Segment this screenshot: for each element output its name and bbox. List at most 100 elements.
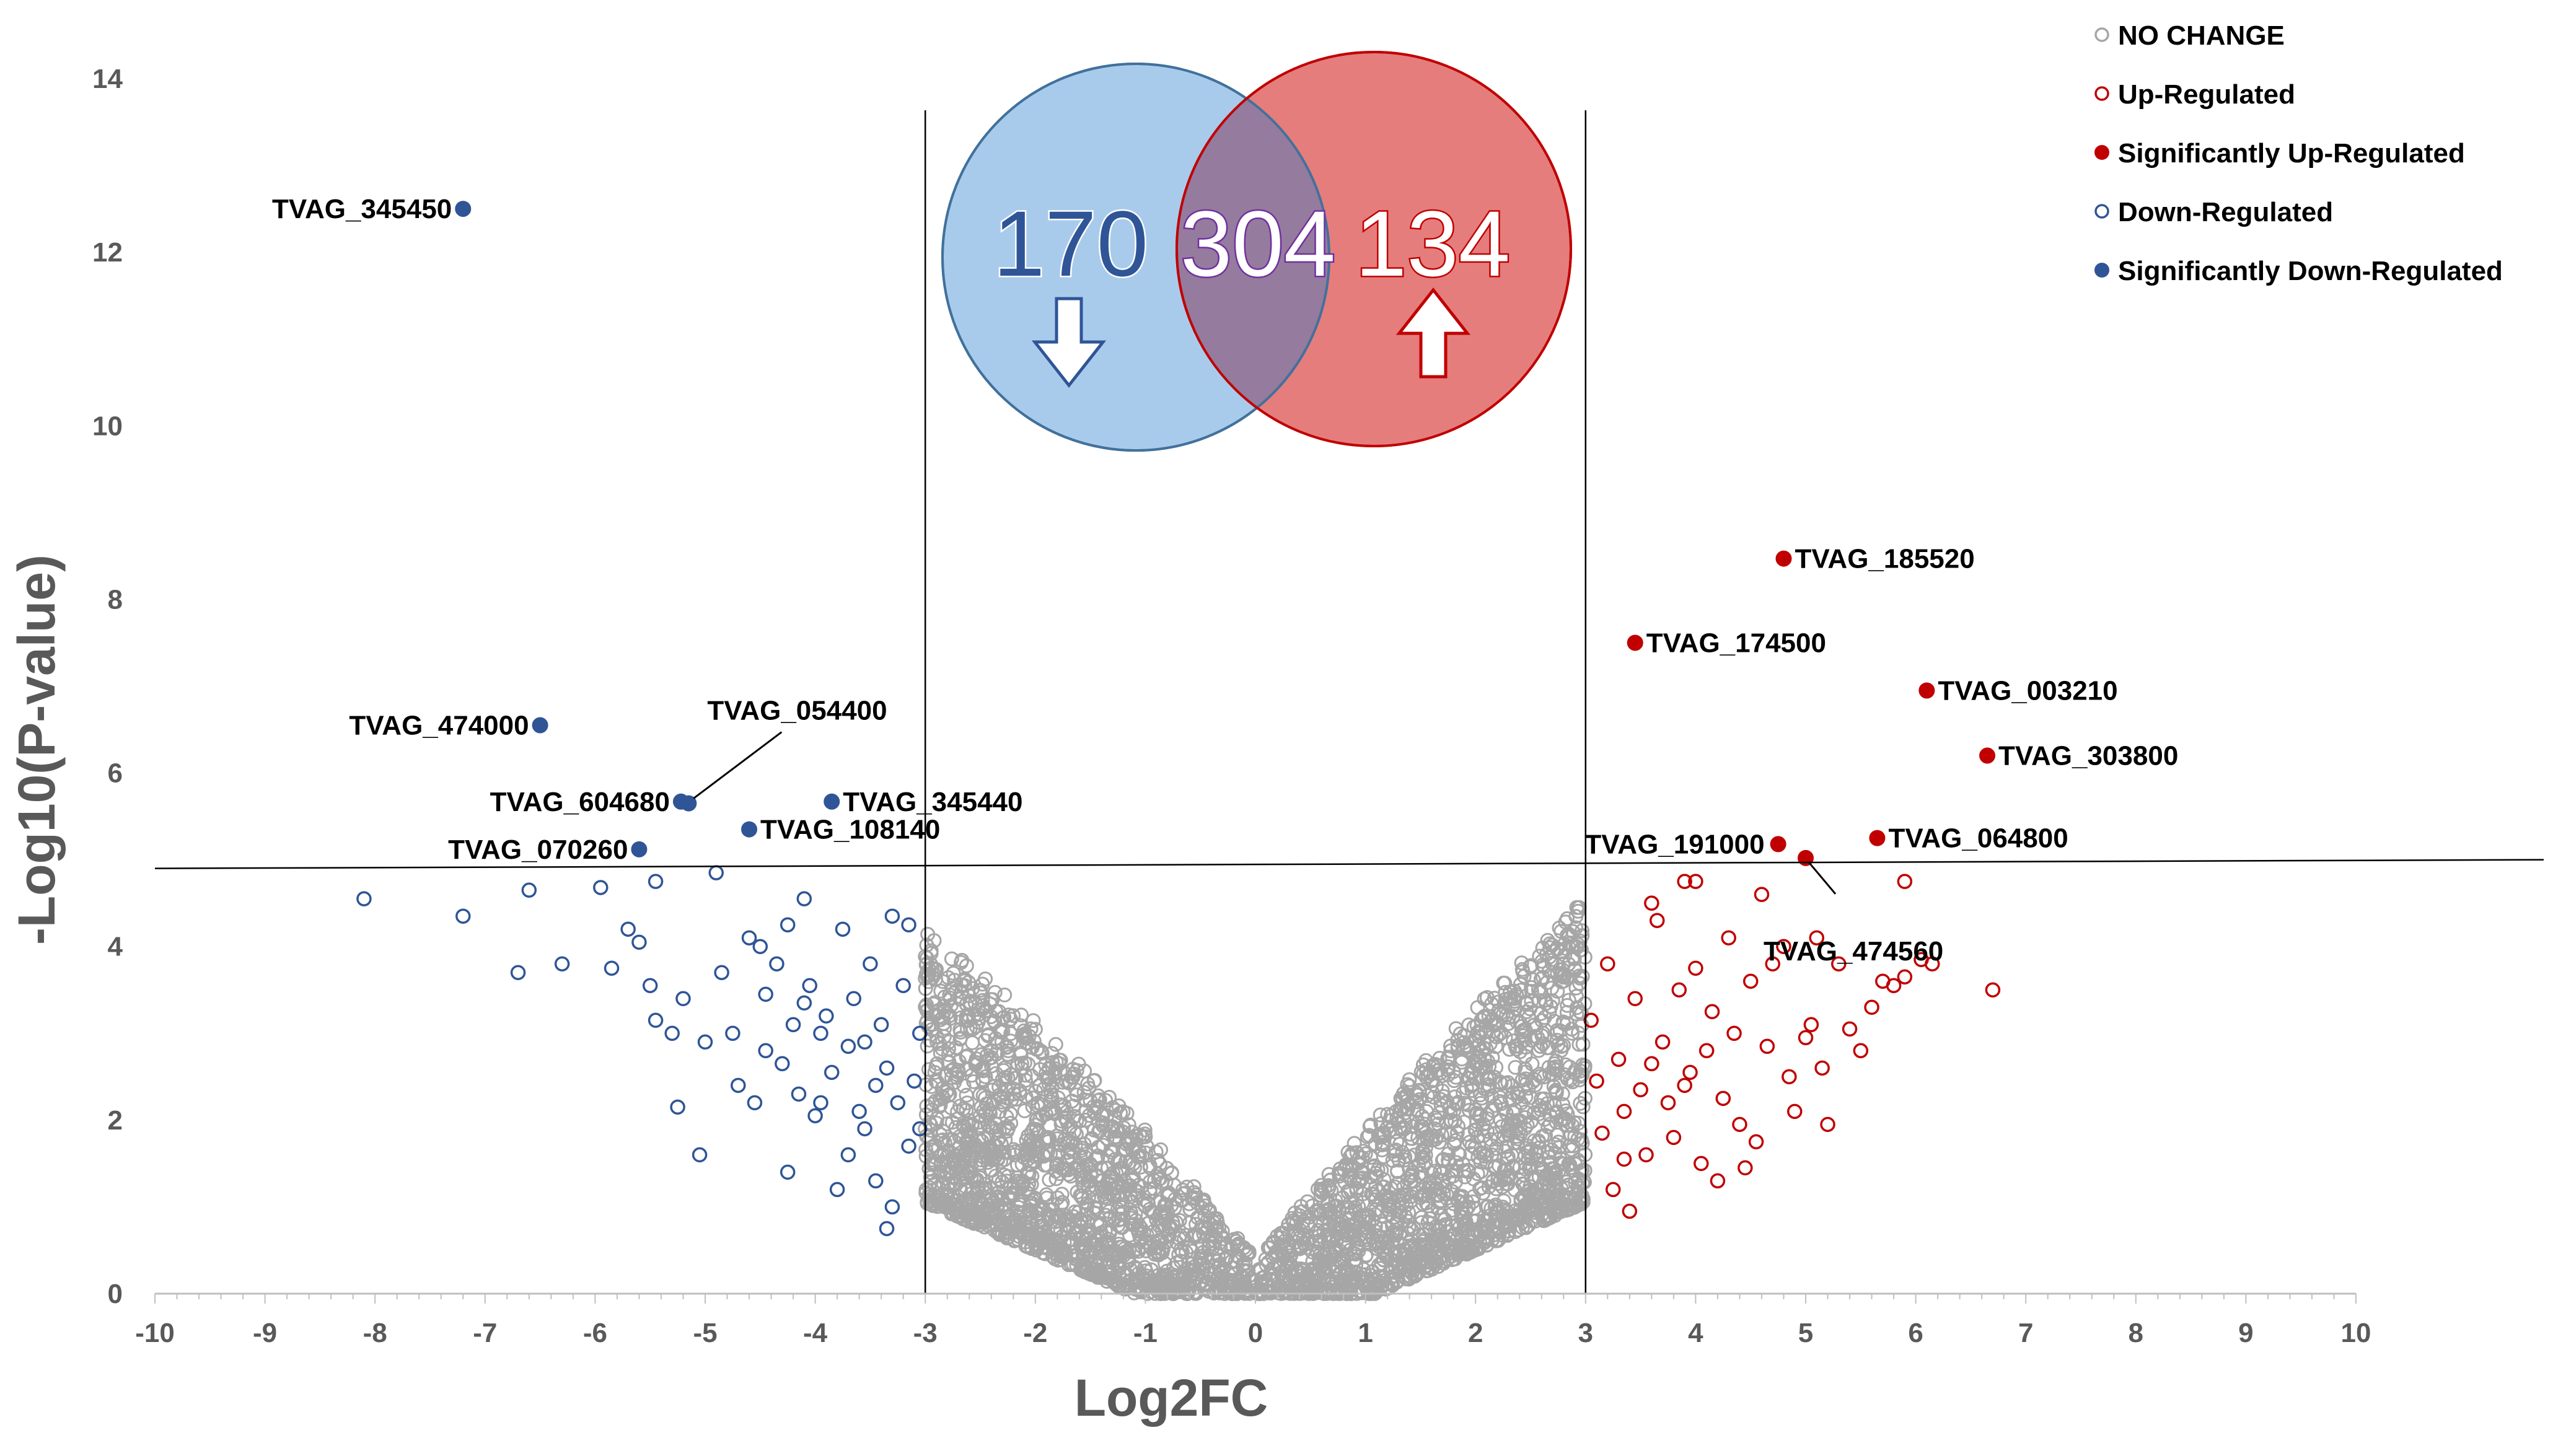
no-change-point (1470, 1240, 1486, 1256)
up-point (1600, 956, 1615, 971)
up-point (1748, 1134, 1764, 1150)
no-change-point (1026, 1033, 1042, 1049)
no-change-point (1115, 1219, 1130, 1235)
no-change-point (939, 1084, 954, 1100)
no-change-point (1572, 970, 1588, 986)
no-change-point (1562, 1198, 1577, 1214)
x-tick-label: 9 (2238, 1318, 2253, 1348)
no-change-point (1138, 1193, 1153, 1208)
no-change-point (1389, 1134, 1405, 1149)
no-change-point (959, 958, 974, 973)
no-change-point (1523, 1090, 1539, 1105)
no-change-point (1433, 1097, 1449, 1113)
gene-label: TVAG_070260 (448, 835, 628, 865)
no-change-point (1518, 1110, 1533, 1125)
no-change-point (1501, 1128, 1517, 1143)
no-change-point (1138, 1272, 1153, 1287)
no-change-point (1432, 1051, 1448, 1066)
no-change-point (1378, 1281, 1394, 1297)
no-change-point (1109, 1123, 1124, 1139)
no-change-point (951, 1002, 965, 1017)
no-change-point (1474, 1219, 1490, 1234)
no-change-point (1108, 1132, 1123, 1147)
no-change-point (1501, 1224, 1516, 1239)
up-point (1616, 1151, 1632, 1167)
no-change-point (1534, 1028, 1550, 1043)
no-change-point (1364, 1271, 1380, 1287)
no-change-point (929, 1115, 944, 1131)
no-change-point (1387, 1179, 1403, 1195)
down-point (785, 1017, 801, 1033)
no-change-point (936, 1029, 952, 1045)
down-point (554, 956, 570, 971)
no-change-point (1549, 1085, 1564, 1101)
no-change-point (1382, 1196, 1397, 1211)
no-change-point (1537, 993, 1553, 1008)
no-change-point (1039, 1229, 1054, 1245)
leader-line (693, 731, 783, 799)
no-change-point (1179, 1227, 1194, 1243)
down-point (868, 1173, 884, 1189)
no-change-point (952, 1153, 967, 1169)
no-change-point (1138, 1263, 1154, 1279)
up-point (1798, 1030, 1814, 1046)
no-change-point (1380, 1107, 1395, 1122)
no-change-point (1084, 1132, 1099, 1147)
no-change-point (1161, 1229, 1177, 1244)
no-change-point (1012, 1086, 1027, 1102)
venn-overlap (1177, 64, 1329, 446)
no-change-point (1354, 1165, 1369, 1180)
no-change-point (1211, 1275, 1226, 1291)
no-change-point (1435, 1166, 1450, 1182)
no-change-point (1334, 1166, 1349, 1182)
up-point (1688, 960, 1703, 976)
down-point (741, 930, 757, 945)
no-change-point (1047, 1251, 1063, 1266)
up-point (1782, 1069, 1797, 1085)
down-point (670, 1099, 685, 1115)
no-change-point (1329, 1233, 1345, 1248)
no-change-point (1127, 1243, 1142, 1258)
no-change-point (1493, 1025, 1509, 1040)
legend-label: NO CHANGE (2118, 20, 2285, 51)
up-point (1786, 1103, 1803, 1120)
x-tick-label: 6 (1908, 1318, 1923, 1348)
no-change-point (1518, 1061, 1533, 1077)
no-change-point (1491, 1158, 1506, 1173)
no-change-point (1170, 1283, 1185, 1299)
no-change-point (948, 983, 964, 999)
no-change-point (921, 974, 936, 989)
no-change-point (939, 1164, 954, 1179)
no-change-point (1409, 1094, 1425, 1110)
no-change-point (1443, 1113, 1459, 1128)
no-change-point (1385, 1153, 1400, 1169)
down-point (593, 880, 609, 895)
no-change-point (1041, 1076, 1057, 1092)
no-change-point (1032, 1112, 1047, 1127)
no-change-point (1368, 1192, 1384, 1208)
no-change-point (926, 1138, 942, 1153)
no-change-point (1101, 1238, 1116, 1253)
down-point (731, 1077, 746, 1094)
venn-up-count: 134 (1355, 191, 1510, 296)
gene-label: TVAG_054400 (707, 696, 887, 726)
no-change-point (1488, 1204, 1503, 1220)
venn-down-outline (941, 63, 1330, 452)
no-change-point (1265, 1284, 1280, 1299)
up-point (1985, 982, 2001, 998)
no-change-point (1293, 1223, 1308, 1239)
no-change-point (1386, 1199, 1402, 1214)
no-change-point (1138, 1145, 1153, 1160)
no-change-point (986, 1204, 1001, 1220)
up-point (1644, 1056, 1659, 1072)
no-change-point (1133, 1159, 1148, 1175)
no-change-point (1042, 1172, 1057, 1188)
venn-overlap-count: 304 (1180, 191, 1335, 296)
no-change-point (981, 1127, 996, 1142)
no-change-point (1122, 1186, 1138, 1202)
no-change-point (1411, 1157, 1426, 1172)
no-change-point (1465, 1077, 1480, 1093)
down-point (912, 1025, 928, 1042)
x-tick-label: -10 (135, 1318, 175, 1348)
no-change-point (1433, 1250, 1448, 1266)
